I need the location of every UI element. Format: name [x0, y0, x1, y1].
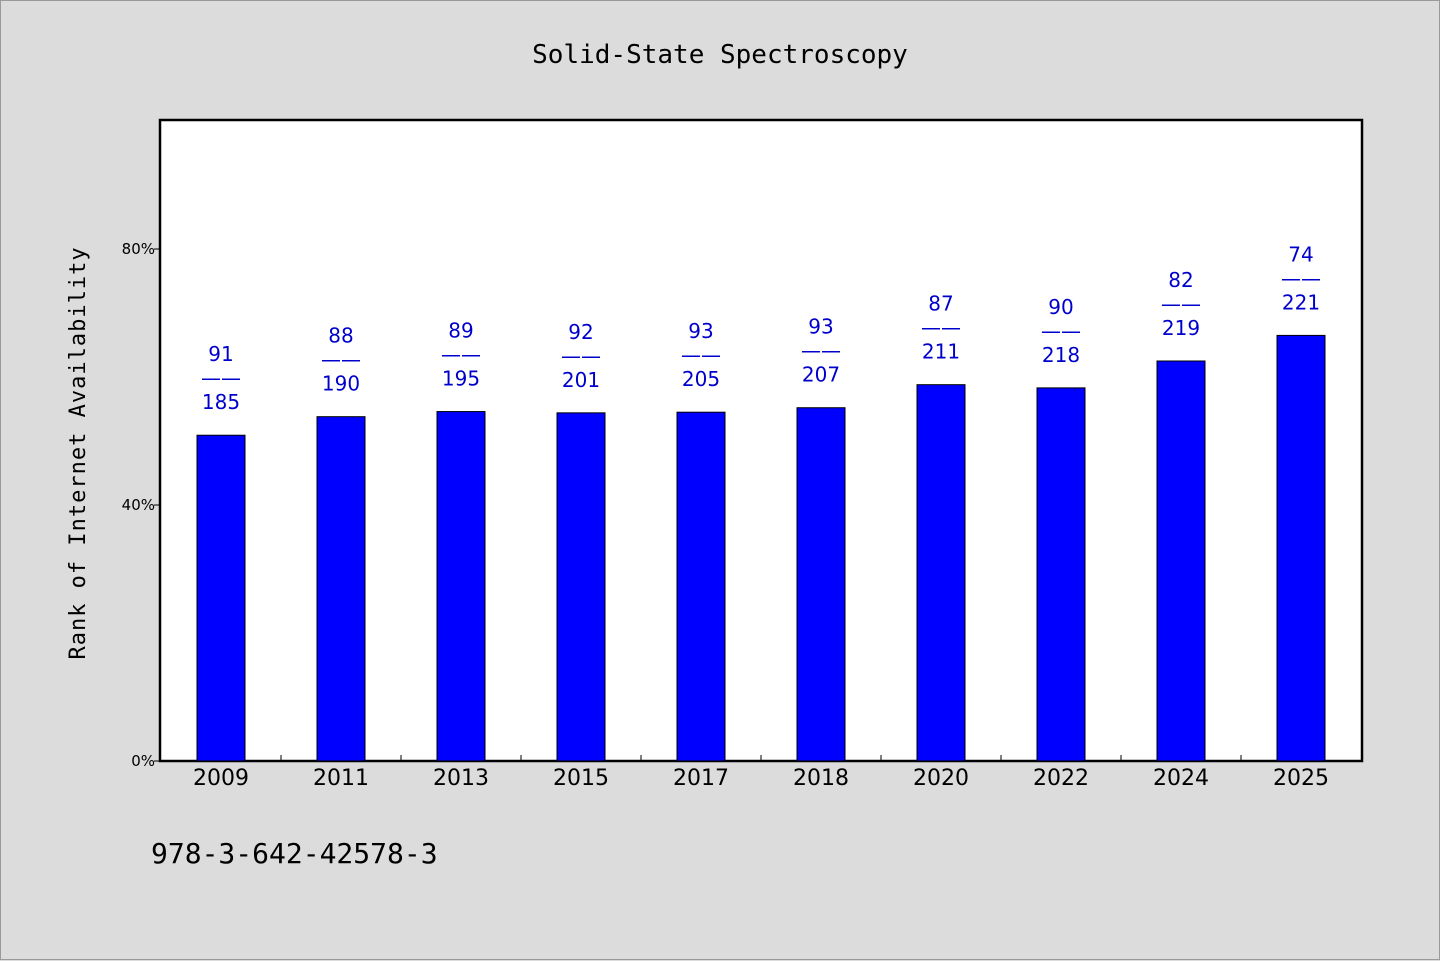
data-label-separator: ——: [321, 348, 361, 372]
x-tick-label: 2024: [1153, 766, 1209, 791]
data-label-bottom: 207: [802, 363, 840, 387]
data-label-top: 82: [1168, 268, 1193, 292]
data-label-bottom: 185: [202, 390, 240, 414]
data-label-separator: ——: [1041, 319, 1081, 343]
y-tick-label: 0%: [131, 752, 155, 770]
data-label-separator: ——: [1161, 292, 1201, 316]
bar: [916, 384, 966, 762]
bar: [1276, 334, 1326, 762]
footer-isbn: 978-3-642-42578-3: [151, 837, 438, 870]
x-tick-label: 2020: [913, 766, 969, 791]
data-label-bottom: 218: [1042, 343, 1080, 367]
data-label-top: 89: [448, 319, 473, 343]
data-label-separator: ——: [921, 316, 961, 340]
x-tick-label: 2009: [193, 766, 249, 791]
data-labels-group: 91——18588——19089——19592——20193——20593——2…: [201, 242, 1321, 414]
y-axis-label: Rank of Internet Availability: [66, 246, 91, 659]
bar: [676, 411, 726, 762]
bar: [196, 434, 246, 762]
x-tick-label: 2022: [1033, 766, 1089, 791]
data-label-bottom: 219: [1162, 316, 1200, 340]
bar: [436, 411, 486, 762]
data-label-separator: ——: [201, 366, 241, 390]
data-label-top: 93: [808, 315, 833, 339]
data-label-top: 87: [928, 292, 953, 316]
data-label-bottom: 195: [442, 367, 480, 391]
data-label-bottom: 205: [682, 367, 720, 391]
data-label-separator: ——: [681, 343, 721, 367]
data-label-top: 93: [688, 319, 713, 343]
data-label-top: 88: [328, 324, 353, 348]
data-label-bottom: 190: [322, 372, 360, 396]
data-label-bottom: 221: [1282, 290, 1320, 314]
x-tick-label: 2015: [553, 766, 609, 791]
bar: [316, 416, 366, 762]
x-tick-label: 2013: [433, 766, 489, 791]
data-label-top: 92: [568, 320, 593, 344]
bar: [796, 407, 846, 762]
y-tick-label: 40%: [122, 496, 155, 514]
x-tick-label: 2025: [1273, 766, 1329, 791]
bar: [1156, 360, 1206, 762]
y-tick-label: 80%: [122, 240, 155, 258]
data-label-bottom: 201: [562, 368, 600, 392]
data-label-top: 90: [1048, 295, 1073, 319]
chart-title: Solid-State Spectroscopy: [532, 40, 908, 70]
x-tick-label: 2018: [793, 766, 849, 791]
data-label-top: 91: [208, 342, 233, 366]
data-label-top: 74: [1288, 242, 1313, 266]
bar: [1036, 387, 1086, 762]
axis-ticks-group: 0% 40% 80% 2009 2011 2013 2015 2017 2018 2020 2022…: [122, 240, 1329, 791]
bars-group: [196, 334, 1326, 762]
data-label-separator: ——: [1281, 266, 1321, 290]
data-label-separator: ——: [441, 343, 481, 367]
data-label-bottom: 211: [922, 340, 960, 364]
x-tick-label: 2017: [673, 766, 729, 791]
x-tick-label: 2011: [313, 766, 369, 791]
data-label-separator: ——: [561, 344, 601, 368]
data-label-separator: ——: [801, 339, 841, 363]
bar: [556, 412, 606, 762]
